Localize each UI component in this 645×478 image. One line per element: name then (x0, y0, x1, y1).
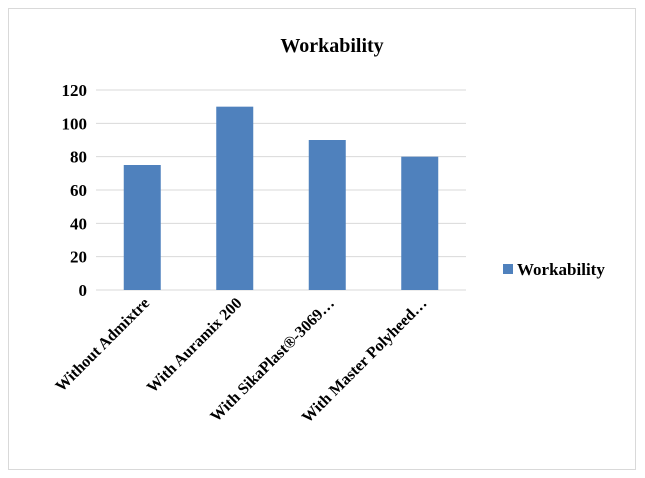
bar (308, 140, 346, 290)
x-category-label: Without Admixtre (53, 295, 154, 396)
y-tick-label: 40 (70, 214, 87, 233)
y-tick-label: 0 (79, 281, 88, 300)
bar (216, 106, 254, 291)
y-axis-ticks: 0 20 40 60 80 100 120 (62, 81, 88, 300)
x-category-label: With Auramix 200 (144, 295, 246, 397)
y-tick-label: 120 (62, 81, 88, 100)
bar (401, 156, 439, 290)
y-tick-label: 80 (70, 148, 87, 167)
chart-title: Workability (280, 35, 383, 57)
y-tick-label: 100 (62, 114, 88, 133)
bar (123, 165, 161, 290)
legend: Workability (503, 260, 605, 279)
y-tick-label: 60 (70, 181, 87, 200)
bars (123, 106, 439, 291)
y-tick-label: 20 (70, 248, 87, 267)
legend-label: Workability (517, 260, 605, 279)
legend-swatch (503, 264, 513, 274)
